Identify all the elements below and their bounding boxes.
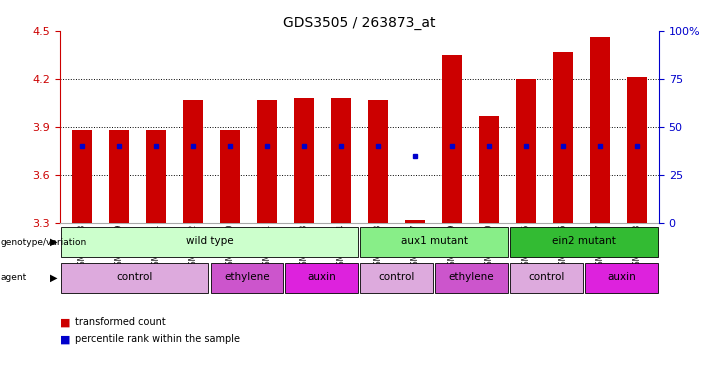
Bar xyxy=(590,37,610,223)
Text: auxin: auxin xyxy=(607,272,636,282)
Text: transformed count: transformed count xyxy=(75,317,165,327)
Bar xyxy=(257,99,277,223)
Text: control: control xyxy=(379,272,415,282)
Bar xyxy=(510,263,583,293)
Text: ethylene: ethylene xyxy=(449,272,494,282)
Bar xyxy=(515,79,536,223)
Bar xyxy=(435,263,508,293)
Bar xyxy=(219,130,240,223)
Bar xyxy=(585,263,658,293)
Text: ■: ■ xyxy=(60,317,70,327)
Text: aux1 mutant: aux1 mutant xyxy=(401,237,468,247)
Text: ▶: ▶ xyxy=(50,273,57,283)
Text: wild type: wild type xyxy=(186,237,233,247)
Bar xyxy=(627,77,647,223)
Bar xyxy=(72,130,92,223)
Bar xyxy=(404,220,425,223)
Bar xyxy=(146,130,166,223)
Bar xyxy=(442,55,462,223)
Bar xyxy=(182,99,203,223)
Bar xyxy=(294,98,314,223)
Bar xyxy=(479,116,499,223)
Text: auxin: auxin xyxy=(308,272,336,282)
Bar xyxy=(61,227,358,257)
Bar xyxy=(510,227,658,257)
Bar xyxy=(360,263,433,293)
Text: control: control xyxy=(116,272,153,282)
Bar xyxy=(210,263,283,293)
Bar xyxy=(61,263,208,293)
Bar xyxy=(367,99,388,223)
Text: control: control xyxy=(529,272,565,282)
Bar xyxy=(109,130,129,223)
Bar xyxy=(360,227,508,257)
Text: agent: agent xyxy=(1,273,27,282)
Bar xyxy=(331,98,351,223)
Text: ethylene: ethylene xyxy=(224,272,270,282)
Text: genotype/variation: genotype/variation xyxy=(1,238,87,247)
Text: ▶: ▶ xyxy=(50,237,57,247)
Text: percentile rank within the sample: percentile rank within the sample xyxy=(75,334,240,344)
Title: GDS3505 / 263873_at: GDS3505 / 263873_at xyxy=(283,16,435,30)
Text: ein2 mutant: ein2 mutant xyxy=(552,237,616,247)
Text: ■: ■ xyxy=(60,334,70,344)
Bar xyxy=(285,263,358,293)
Bar xyxy=(552,51,573,223)
